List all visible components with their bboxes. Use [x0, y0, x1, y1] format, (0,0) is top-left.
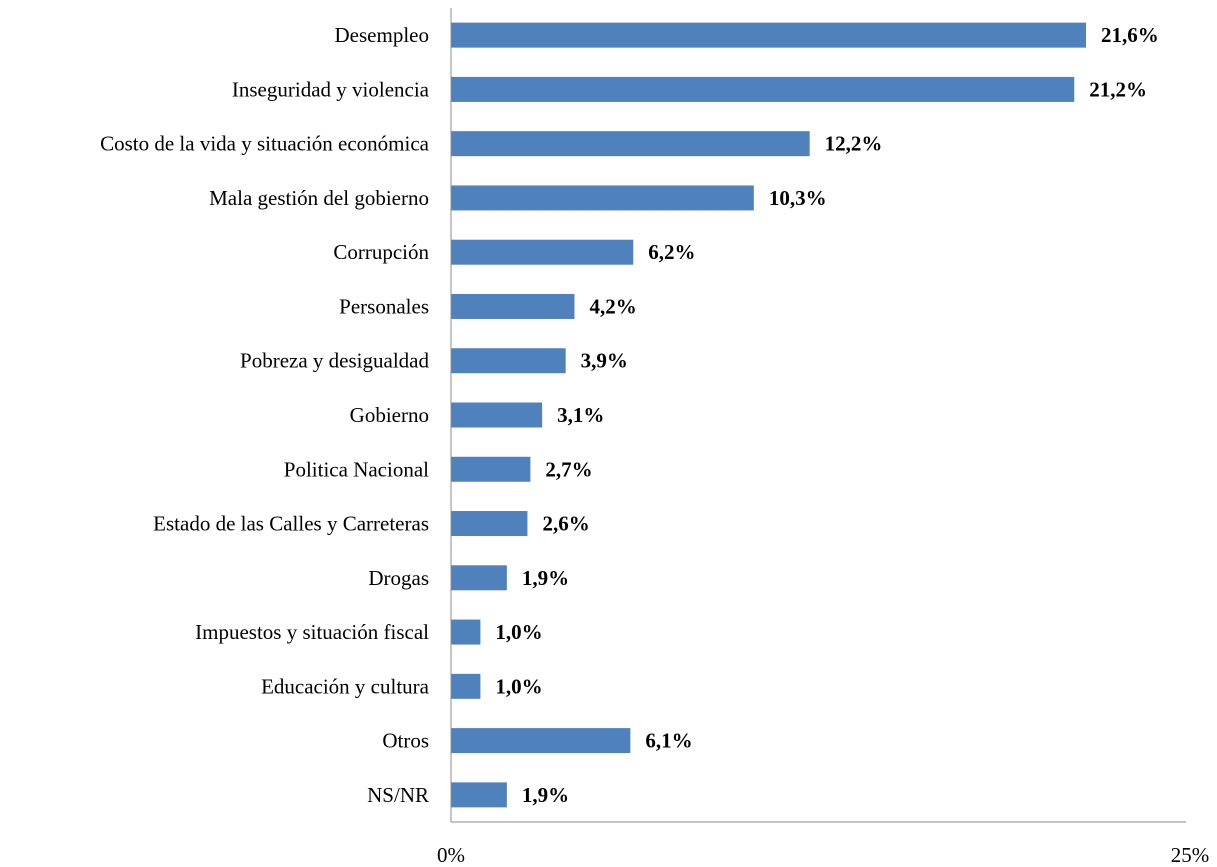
value-label: 3,1%	[557, 403, 604, 427]
category-label: Costo de la vida y situación económica	[100, 132, 430, 156]
bar-0	[451, 22, 1087, 48]
bar-6	[451, 348, 566, 374]
category-label: Gobierno	[350, 403, 429, 427]
category-label: Pobreza y desigualdad	[240, 349, 429, 373]
value-label: 3,9%	[581, 349, 628, 373]
bar-13	[451, 728, 631, 754]
category-label: Otros	[382, 729, 429, 753]
bar-2	[451, 131, 810, 157]
value-labels-group: 21,6% 21,2% 12,2% 10,3% 6,2% 4,2% 3,9% 3,1% 2,7%…	[495, 23, 1158, 807]
value-label: 2,7%	[545, 457, 592, 481]
category-label: NS/NR	[367, 783, 429, 807]
value-label: 1,0%	[495, 674, 542, 698]
category-label: Estado de las Calles y Carreteras	[153, 512, 429, 536]
value-label: 21,6%	[1101, 23, 1159, 47]
category-label: Desempleo	[335, 23, 429, 47]
category-label: Politica Nacional	[284, 457, 429, 481]
bar-4	[451, 239, 634, 265]
bar-8	[451, 456, 531, 482]
bars-group	[451, 22, 1087, 808]
category-label: Mala gestión del gobierno	[209, 186, 429, 210]
category-label: Educación y cultura	[261, 674, 430, 698]
category-label: Corrupción	[333, 240, 429, 264]
bar-5	[451, 293, 575, 319]
value-label: 1,9%	[522, 566, 569, 590]
value-label: 4,2%	[589, 294, 636, 318]
bar-1	[451, 76, 1075, 102]
bar-14	[451, 782, 507, 808]
bar-12	[451, 673, 481, 699]
value-label: 21,2%	[1089, 77, 1147, 101]
category-label: Drogas	[368, 566, 429, 590]
bar-7	[451, 402, 543, 428]
bar-11	[451, 619, 481, 645]
bar-10	[451, 565, 507, 591]
value-label: 1,9%	[522, 783, 569, 807]
value-label: 12,2%	[825, 132, 883, 156]
value-label: 6,2%	[648, 240, 695, 264]
value-label: 2,6%	[542, 512, 589, 536]
category-label: Impuestos y situación fiscal	[195, 620, 429, 644]
x-tick-label-max: 25%	[1171, 843, 1210, 867]
category-label: Inseguridad y violencia	[232, 77, 430, 101]
bar-9	[451, 511, 528, 537]
category-label: Personales	[339, 294, 429, 318]
value-label: 6,1%	[645, 729, 692, 753]
category-labels-group: Desempleo Inseguridad y violencia Costo de…	[100, 23, 430, 807]
value-label: 10,3%	[769, 186, 827, 210]
x-tick-label-min: 0%	[437, 843, 465, 867]
value-label: 1,0%	[495, 620, 542, 644]
bar-3	[451, 185, 754, 211]
